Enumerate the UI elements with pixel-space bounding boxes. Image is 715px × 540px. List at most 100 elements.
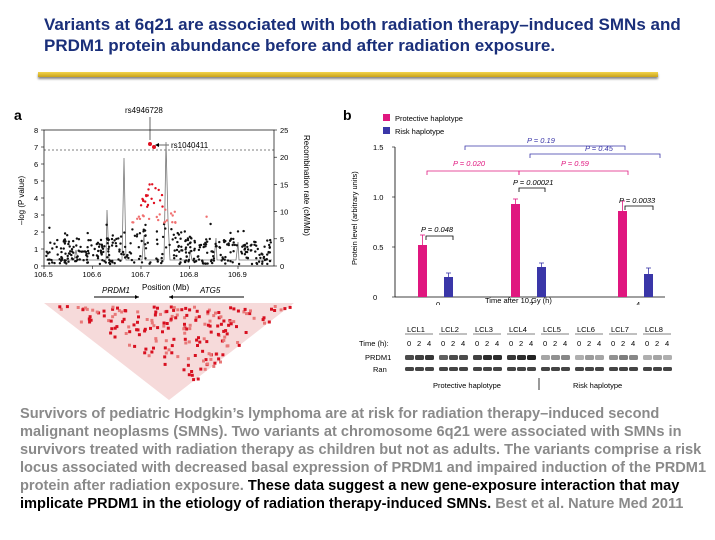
association-point [177,233,181,236]
ld-cell [170,344,174,348]
association-point [95,254,99,257]
ld-cell [186,363,190,367]
association-point [48,251,51,254]
ran-band [415,367,424,371]
y-right-ticks: 0 5 10 15 20 25 [274,126,288,271]
association-point [263,258,267,262]
association-point [237,262,241,266]
ld-cell [188,308,192,312]
p-value-7: P = 0.048 [421,225,454,234]
ld-cell [113,312,117,316]
association-point [139,255,142,258]
significance-brackets: P = 0.19 P = 0.45 P = 0.020 P = 0.59 P =… [421,136,661,240]
association-point [202,243,206,246]
association-point [192,257,196,260]
association-point [74,260,77,263]
ld-cell [229,322,233,326]
time-label: Time (h): [359,339,389,348]
prdm1-band [459,355,468,360]
association-point [243,244,247,247]
association-point [194,260,198,263]
association-point [62,247,65,250]
prdm1-band [449,355,458,360]
row-label-prdm1: PRDM1 [365,353,391,362]
ld-cell [87,317,91,321]
association-point [66,254,69,258]
y-left-tick-label: 1 [34,245,38,254]
association-point [99,238,103,242]
association-point [246,248,250,251]
association-point [219,253,222,257]
ran-band [643,367,652,371]
association-point [92,254,95,257]
association-point [231,243,234,247]
association-point [144,200,147,203]
ld-cell [216,332,220,336]
association-point [161,260,164,263]
ld-cell [65,305,69,309]
time-point-label: 0 [441,339,445,348]
association-point [60,250,63,254]
legend-protective: Protective haplotype [395,114,463,123]
association-point [107,238,111,241]
association-point [51,261,54,264]
association-point [60,255,63,259]
prdm1-band [425,355,434,360]
y-left-ticks: 0 1 2 3 4 5 6 7 8 [34,126,44,271]
association-point [171,238,174,241]
association-point [93,247,96,251]
y-left-tick-label: 2 [34,228,38,237]
ld-cell [201,349,205,353]
association-point [144,247,148,250]
time-point-label: 0 [509,339,513,348]
ld-cell [193,354,197,357]
association-point [72,245,75,249]
ran-band [507,367,516,371]
prdm1-band [629,355,638,360]
association-point [205,238,208,241]
association-point [190,237,193,240]
ld-cell [162,321,166,325]
y-tick-label: 1.0 [373,193,383,202]
association-point [154,187,157,190]
association-point [70,253,73,257]
ld-cell [219,315,223,319]
ld-heatmap-triangle [44,303,294,400]
association-point [258,253,261,257]
ld-cell [127,325,131,329]
ld-cell [235,325,238,329]
prdm1-band [483,355,492,360]
y-left-axis-label: –log (P value) [17,175,26,225]
association-point [232,241,235,244]
bar-risk [644,274,653,297]
association-point [188,242,192,245]
association-point [206,251,209,254]
association-point [67,240,71,243]
ld-cell [197,336,200,340]
association-point [266,262,269,266]
ld-cell [270,307,273,311]
association-point [246,245,249,249]
association-points [45,142,272,266]
association-point [137,246,140,249]
ld-cell [206,312,210,316]
ran-band [483,367,492,371]
body-text: Survivors of pediatric Hodgkin’s lymphom… [20,405,710,513]
association-point [164,227,167,230]
ran-band [585,367,594,371]
x-tick-label: 4 [636,300,640,305]
association-point [189,246,192,249]
ld-cell [224,329,228,333]
ld-cell [133,344,137,348]
association-point [165,219,169,222]
slide-title: Variants at 6q21 are associated with bot… [44,15,681,55]
association-point [256,247,259,251]
association-point [176,240,179,244]
association-point [69,250,72,253]
ld-cell [102,314,106,318]
x-tick-label: 106.5 [34,270,53,279]
ld-cell [206,310,210,314]
ld-cell [91,308,95,312]
y-left-tick-label: 0 [34,262,38,271]
association-point [173,210,176,213]
